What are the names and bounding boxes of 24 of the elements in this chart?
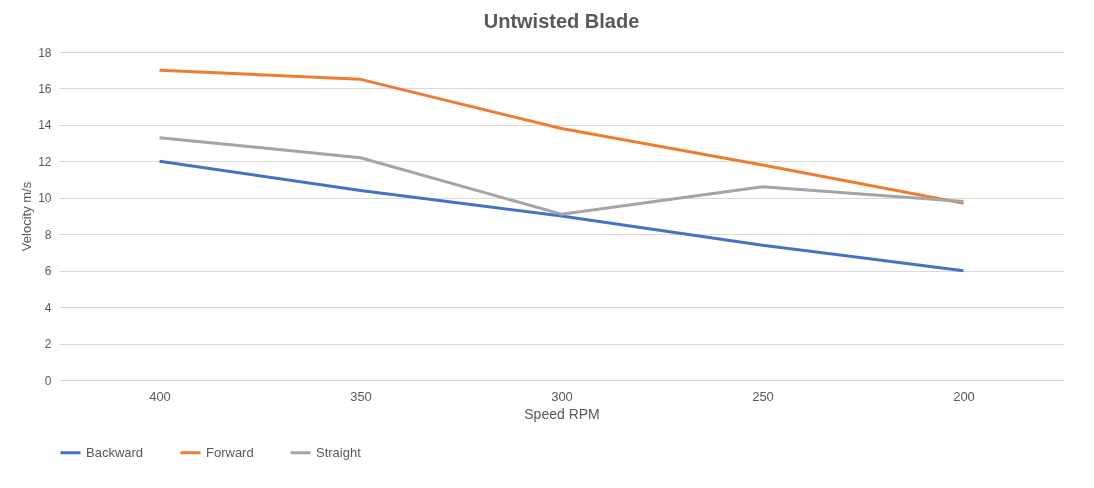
y-tick-label: 6: [44, 264, 52, 279]
y-tick-label: 18: [38, 45, 52, 60]
y-tick-label: 12: [38, 154, 52, 169]
legend-label: Backward: [86, 444, 144, 460]
x-tick-label: 350: [350, 388, 372, 404]
x-tick-label: 200: [953, 388, 975, 404]
y-tick-label: 4: [44, 300, 52, 315]
y-tick-label: 8: [44, 227, 52, 242]
legend-label: Straight: [316, 444, 362, 460]
x-tick-label: 300: [551, 388, 573, 404]
y-tick-label: 14: [38, 118, 52, 133]
y-tick-label: 0: [44, 373, 52, 388]
chart-title: Untwisted Blade: [483, 10, 640, 32]
line-series: [158, 68, 965, 205]
line-series: [158, 136, 965, 216]
y-tick-label: 10: [38, 191, 52, 206]
x-tick-label: 400: [149, 388, 171, 404]
line-series: [158, 159, 965, 273]
legend-label: Forward: [206, 444, 254, 460]
x-tick-label: 250: [752, 388, 774, 404]
x-axis-title: Speed RPM: [524, 405, 600, 422]
y-axis-title: Velocity m/s: [19, 181, 35, 252]
y-tick-label: 16: [38, 81, 52, 96]
y-tick-label: 2: [44, 337, 52, 352]
